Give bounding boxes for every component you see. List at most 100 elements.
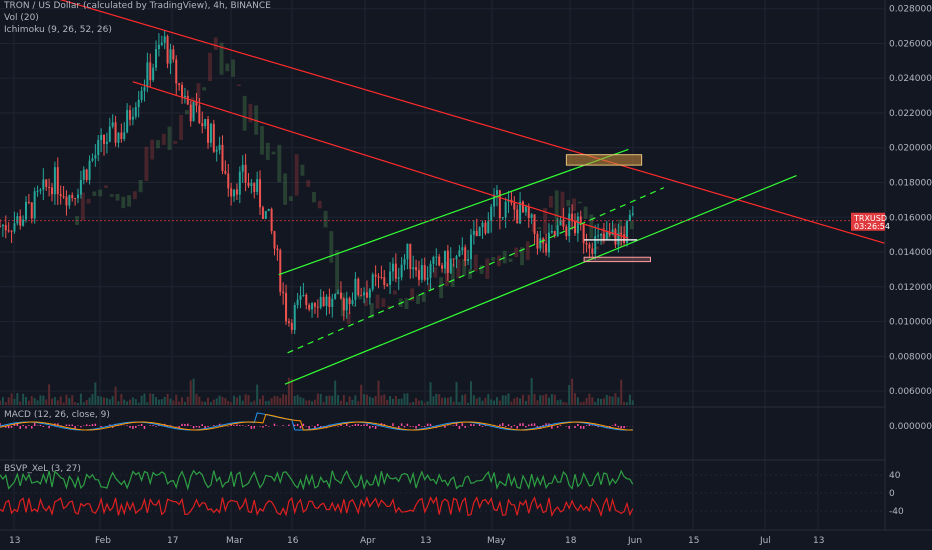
cloud-segment (219, 42, 224, 75)
candle-body (259, 179, 262, 208)
candle-body (559, 219, 562, 226)
bsvp-legend[interactable]: BSVP_XeL (3, 27) (4, 464, 81, 474)
volume-bar (256, 384, 259, 405)
volume-bar (620, 379, 623, 405)
volume-bar (259, 399, 262, 405)
vol-legend[interactable]: Vol (20) (4, 13, 39, 23)
candle-body (565, 226, 568, 237)
candle-body (264, 210, 267, 219)
candle-body (0, 225, 1, 227)
candle-body (391, 263, 394, 272)
volume-bar (192, 378, 195, 405)
volume-bar (623, 401, 626, 405)
volume-bar (53, 397, 56, 405)
candle-body (420, 265, 423, 280)
candle-body (478, 227, 481, 237)
candle-body (562, 219, 565, 227)
volume-bar (212, 399, 215, 405)
volume-bar (542, 395, 545, 405)
volume-bar (319, 393, 322, 405)
volume-bar (48, 384, 51, 405)
candle-body (389, 271, 392, 285)
candle-body (597, 235, 600, 237)
cloud-segment (473, 254, 478, 272)
candle-body (85, 169, 88, 180)
volume-bar (19, 401, 22, 405)
volume-bar (363, 394, 366, 405)
volume-bar (342, 394, 345, 405)
candle-body (100, 134, 103, 141)
price-tick-label: 0.02400000 (889, 74, 932, 84)
candle-body (620, 232, 623, 235)
volume-bar (100, 396, 103, 405)
cloud-segment (485, 258, 490, 279)
time-axis[interactable]: 13 Feb 17 Mar 16 Apr 13 May 18 Jun 15 Jul 13 (0, 529, 932, 546)
candle-body (273, 231, 276, 249)
candle-body (218, 144, 221, 150)
candle-body (279, 250, 282, 292)
drawings[interactable] (0, 0, 886, 385)
candle-body (443, 250, 446, 269)
candle-body (588, 244, 591, 249)
candle-body (417, 270, 420, 280)
time-tick-label: 13 (9, 536, 20, 546)
cloud-segment (271, 151, 276, 155)
cloud-segment (184, 110, 189, 115)
volume-bar (131, 397, 134, 405)
volume-bar (432, 396, 435, 405)
candle-body (481, 222, 484, 228)
volume-bar (475, 398, 478, 405)
volume-bar (533, 393, 536, 405)
volume-bar (380, 395, 383, 405)
candle-body (403, 259, 406, 265)
cloud-segment (138, 179, 143, 193)
volume-bar (30, 396, 33, 405)
volume-bar (4, 402, 7, 405)
volume-bar (571, 378, 574, 405)
macd-legend[interactable]: MACD (12, 26, close, 9) (4, 410, 110, 420)
volume-bar (178, 401, 181, 405)
volume-bar (238, 395, 241, 405)
channel-bottom-line (284, 175, 797, 385)
ichimoku-legend[interactable]: Ichimoku (9, 26, 52, 26) (4, 25, 112, 35)
candle-body (591, 248, 594, 254)
volume-bar (409, 402, 412, 405)
volume-bar (296, 394, 299, 405)
candle-body (4, 224, 7, 231)
candle-body (209, 123, 212, 143)
volume-bar (250, 402, 253, 405)
volume-bar (605, 394, 608, 405)
candle-body (51, 187, 54, 195)
volume-bar (16, 393, 19, 405)
time-tick-label: Jul (759, 536, 771, 546)
candle-body (126, 110, 129, 133)
cloud-segment (520, 247, 524, 266)
volume-bar (576, 397, 579, 405)
candle-body (146, 62, 149, 88)
cloud-segment (173, 141, 178, 144)
cloud-segment (288, 196, 293, 202)
candle-body (79, 179, 82, 195)
cloud-segment (306, 180, 311, 187)
volume-bar (25, 396, 28, 405)
candle-body (129, 110, 132, 120)
candle-body (380, 277, 383, 279)
last-price-countdown: 03:26:54 (854, 222, 890, 231)
candle-body (82, 169, 85, 180)
cloud-segment (121, 196, 126, 209)
volume-bar (617, 397, 620, 405)
candle-body (487, 220, 490, 234)
volume-bar (513, 398, 516, 405)
volume-bar (198, 396, 201, 405)
volume-bar (105, 397, 108, 405)
volume-bar (62, 402, 65, 405)
volume-bar (337, 395, 340, 405)
candle-body (163, 36, 166, 43)
volume-bar (279, 397, 282, 405)
cloud-segment (543, 208, 548, 235)
volume-bar (519, 398, 522, 405)
price-axis[interactable]: 0.02800000 0.02600000 0.02400000 0.02200000… (884, 0, 932, 530)
volume-bar (524, 400, 527, 405)
candle-body (357, 278, 360, 296)
